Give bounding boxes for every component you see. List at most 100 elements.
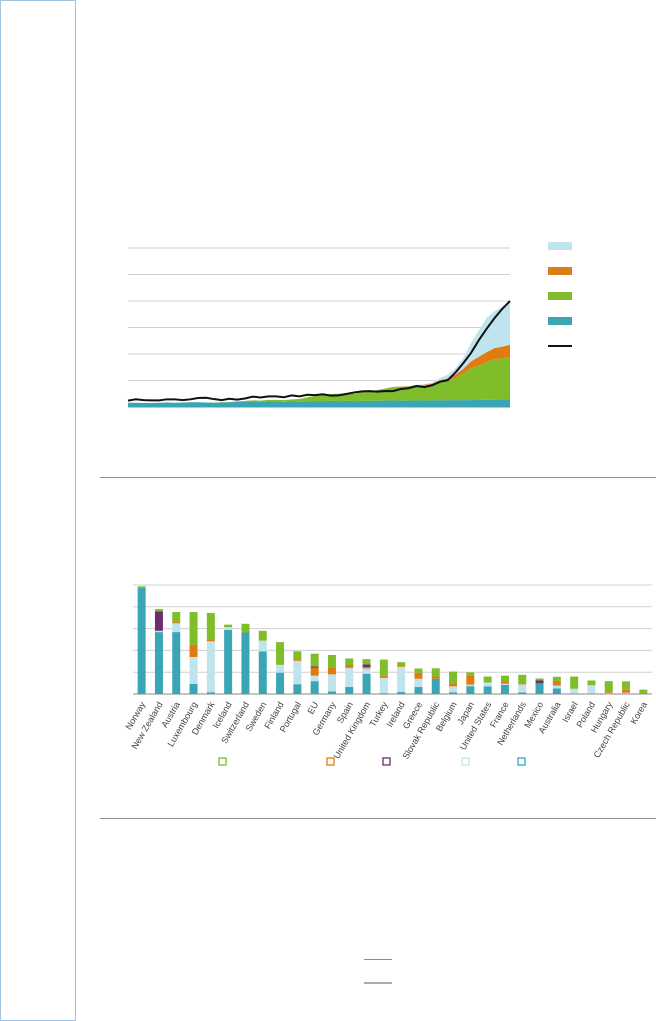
bar-segment-green — [622, 681, 631, 690]
legend-swatch-green — [218, 757, 227, 766]
bar-segment-orange — [414, 672, 423, 679]
bar-segment-light_blue — [587, 685, 596, 694]
bar-segment-teal — [535, 683, 544, 694]
footnote-rule — [364, 982, 392, 984]
bar-segment-light_blue — [622, 692, 631, 694]
bar-segment-teal — [500, 684, 509, 694]
bar-segment-light_blue — [258, 640, 267, 652]
bar-segment-orange — [552, 680, 561, 686]
bar-segment-teal — [552, 688, 561, 694]
bar-segment-green — [518, 674, 527, 685]
footnote-rule — [364, 959, 392, 960]
bar-segment-orange — [500, 681, 509, 684]
bar-segment-green — [224, 624, 233, 628]
bar-segment-green — [379, 659, 388, 676]
bar-segment-teal — [379, 693, 388, 694]
legend-swatch-green — [548, 292, 572, 300]
bar-segment-orange — [327, 667, 336, 675]
bar-segment-green — [397, 662, 406, 666]
area-series-teal — [128, 399, 510, 407]
bar-segment-light_blue — [379, 677, 388, 694]
bar-segment-green — [500, 675, 509, 682]
bar-segment-green — [483, 676, 492, 683]
bar-segment-light_blue — [466, 684, 475, 687]
bar-segment-teal — [310, 681, 319, 694]
bar-segment-teal — [172, 632, 181, 694]
bar-segment-orange — [189, 644, 198, 657]
bar-segment-teal — [362, 673, 371, 694]
x-tick-label: EU — [305, 700, 320, 716]
bar-segment-teal — [137, 588, 146, 694]
bar-segment-light_blue — [206, 641, 215, 693]
bar-segment-light_blue — [154, 630, 163, 633]
bar-segment-green — [258, 630, 267, 641]
legend-swatch-light_blue — [548, 242, 572, 250]
bar-segment-teal — [241, 632, 250, 694]
section-divider — [100, 477, 656, 478]
bar-segment-light_blue — [414, 678, 423, 688]
bar-segment-light_blue — [518, 684, 527, 693]
bar-segment-green — [552, 676, 561, 681]
bar-segment-light_blue — [397, 666, 406, 693]
bar-segment-orange — [362, 667, 371, 669]
bar-segment-green — [449, 671, 458, 684]
bar-segment-orange — [431, 676, 440, 679]
bar-segment-light_blue — [293, 660, 302, 685]
bar-segment-green — [431, 668, 440, 677]
bar-segment-orange — [172, 622, 181, 624]
section-divider — [100, 818, 656, 819]
bar-segment-teal — [189, 683, 198, 694]
bar-segment-green — [310, 653, 319, 667]
bar-segment-orange — [206, 639, 215, 642]
bar-segment-orange — [466, 675, 475, 685]
bar-segment-green — [466, 672, 475, 676]
bar-segment-green — [570, 676, 579, 689]
bar-segment-teal — [397, 692, 406, 694]
bar-segment-green — [137, 586, 146, 589]
x-tick-label: Korea — [628, 700, 649, 726]
bar-segment-teal — [154, 632, 163, 694]
bar-segment-orange — [449, 683, 458, 687]
bar-segment-light_blue — [189, 656, 198, 684]
bar-segment-light_blue — [310, 675, 319, 682]
bar-segment-light_blue — [552, 685, 561, 689]
bar-segment-orange — [293, 659, 302, 661]
bar-segment-teal — [449, 692, 458, 694]
bar-segment-teal — [224, 629, 233, 694]
bar-segment-light_blue — [570, 688, 579, 694]
bar-segment-light_blue — [276, 664, 285, 673]
bar-segment-orange — [604, 691, 613, 693]
bar-segment-purple — [154, 611, 163, 631]
bar-segment-green — [241, 623, 250, 633]
bar-segment-teal — [518, 692, 527, 694]
legend-swatch-teal — [517, 757, 526, 766]
legend-swatch-orange — [548, 267, 572, 275]
bar-segment-green — [206, 612, 215, 640]
bar-segment-light_blue — [362, 668, 371, 674]
bar-segment-purple — [310, 666, 319, 668]
bar-segment-green — [189, 612, 198, 645]
bar-segment-orange — [310, 667, 319, 676]
bar-segment-orange — [345, 665, 354, 668]
bar-segment-light_blue — [172, 623, 181, 633]
sidebar-panel — [0, 0, 76, 1021]
bar-segment-green — [172, 612, 181, 623]
bar-segment-teal — [431, 678, 440, 694]
legend-swatch-light_blue — [461, 757, 470, 766]
bar-segment-orange — [397, 665, 406, 667]
bar-segment-light_blue — [604, 692, 613, 694]
legend-swatch-teal — [548, 317, 572, 325]
bar-segment-green — [327, 654, 336, 668]
bar-segment-teal — [258, 651, 267, 694]
bar-segment-green — [604, 681, 613, 692]
bar-segment-green — [345, 658, 354, 666]
bar-segment-teal — [345, 687, 354, 694]
bar-segment-light_blue — [345, 667, 354, 688]
bar-segment-teal — [276, 672, 285, 694]
bar-segment-teal — [414, 687, 423, 694]
bar-segment-green — [587, 680, 596, 686]
bar-segment-green — [414, 668, 423, 673]
bar-segment-green — [362, 659, 371, 665]
